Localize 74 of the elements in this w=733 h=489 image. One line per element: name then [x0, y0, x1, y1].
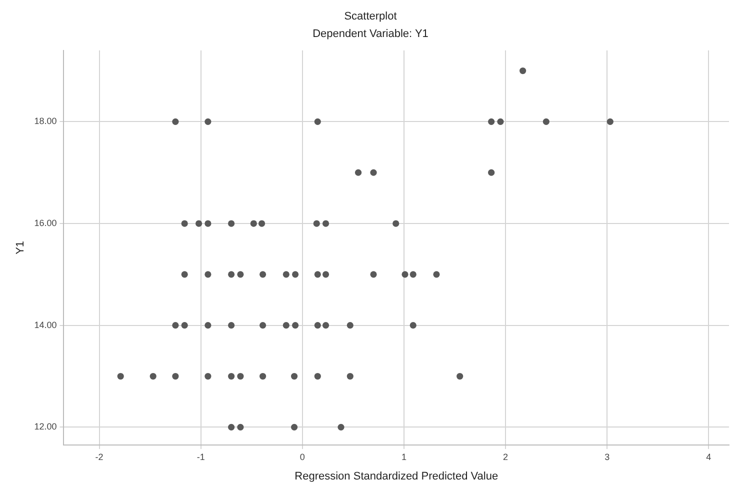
- point: [370, 271, 377, 278]
- point: [228, 271, 235, 278]
- point: [237, 271, 244, 278]
- chart-subtitle: Dependent Variable: Y1: [312, 28, 428, 40]
- point: [172, 372, 179, 380]
- point: [497, 118, 504, 125]
- point: [290, 424, 298, 430]
- y-tick-label: 14.00: [34, 320, 57, 330]
- point: [346, 372, 354, 380]
- point: [172, 118, 179, 125]
- point: [338, 424, 344, 430]
- point: [181, 322, 188, 329]
- point: [410, 271, 416, 278]
- y-axis-title: Y1: [14, 240, 27, 254]
- point: [433, 271, 440, 278]
- point: [322, 220, 330, 227]
- point: [204, 372, 212, 380]
- x-tick-label: -2: [95, 452, 104, 462]
- point: [354, 169, 362, 176]
- point: [181, 271, 188, 278]
- point: [204, 271, 212, 278]
- point: [488, 118, 495, 125]
- y-tick-label: 12.00: [34, 422, 57, 432]
- point: [260, 271, 266, 278]
- point: [314, 118, 321, 125]
- point: [228, 220, 235, 227]
- point: [237, 424, 244, 430]
- point: [204, 322, 212, 329]
- point: [204, 220, 212, 227]
- point: [250, 220, 257, 227]
- point: [370, 169, 377, 176]
- point: [542, 118, 550, 125]
- point: [228, 424, 235, 430]
- x-tick-label: -1: [196, 452, 205, 462]
- point: [346, 322, 354, 329]
- chart-title: Scatterplot: [344, 10, 397, 23]
- point: [290, 372, 298, 380]
- point: [314, 322, 321, 329]
- point: [204, 118, 212, 125]
- point: [282, 271, 290, 278]
- point: [260, 372, 266, 380]
- point: [150, 372, 156, 380]
- point: [260, 322, 266, 329]
- point: [282, 322, 290, 329]
- x-tick-label: 1: [401, 452, 406, 462]
- x-axis-title: Regression Standardized Predicted Value: [294, 470, 498, 482]
- point: [313, 220, 320, 227]
- x-tick-label: 2: [503, 452, 508, 462]
- point: [392, 220, 400, 227]
- x-tick-label: 0: [300, 452, 305, 462]
- point: [314, 271, 321, 278]
- point: [228, 372, 235, 380]
- point: [314, 372, 321, 380]
- point: [606, 118, 614, 125]
- point: [117, 372, 124, 380]
- point: [181, 220, 188, 227]
- point: [520, 67, 526, 74]
- point: [402, 271, 408, 278]
- point: [228, 322, 235, 329]
- point: [322, 271, 330, 278]
- y-tick-label: 18.00: [34, 116, 57, 126]
- point: [237, 372, 244, 380]
- point: [258, 220, 266, 227]
- point: [292, 271, 299, 278]
- point: [196, 220, 202, 227]
- point: [322, 322, 330, 329]
- y-tick-label: 16.00: [34, 218, 57, 228]
- point: [410, 322, 416, 329]
- x-tick-label: 4: [706, 452, 712, 462]
- point: [456, 372, 464, 380]
- point: [292, 322, 299, 329]
- x-tick-label: 3: [604, 452, 610, 462]
- point: [488, 169, 495, 176]
- point: [172, 322, 179, 329]
